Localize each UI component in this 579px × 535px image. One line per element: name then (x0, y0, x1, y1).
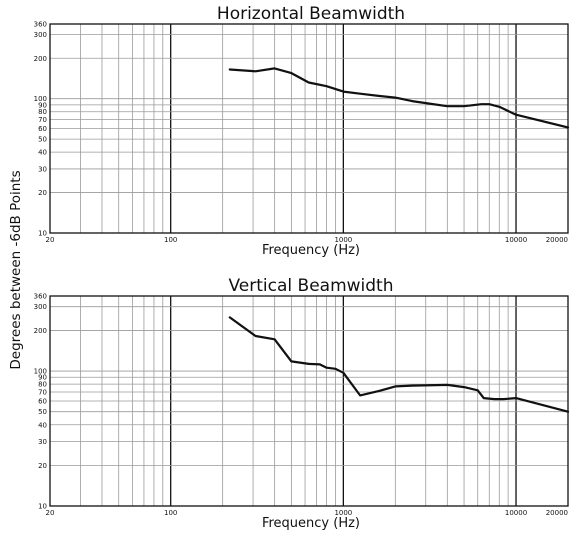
y-tick-label: 30 (38, 438, 47, 446)
x-tick-label: 10000 (505, 236, 527, 244)
grid (50, 296, 568, 506)
x-tick-label: 1000 (334, 236, 352, 244)
y-tick-label: 300 (34, 303, 47, 311)
y-tick-label: 360 (34, 21, 47, 29)
y-axis-label: Degrees between -6dB Points (8, 170, 24, 369)
x-tick-label: 20 (46, 509, 55, 517)
grid (50, 24, 568, 233)
chart-title: Vertical Beamwidth (229, 276, 394, 296)
y-tick-label: 50 (38, 408, 47, 416)
x-tick-label: 10000 (505, 509, 527, 517)
x-tick-label: 20000 (546, 509, 568, 517)
y-tick-label: 40 (38, 149, 47, 157)
y-tick-label: 100 (34, 95, 47, 103)
y-tick-label: 30 (38, 165, 47, 173)
x-tick-label: 20 (46, 236, 55, 244)
series-line (228, 316, 570, 413)
y-tick-label: 20 (38, 189, 47, 197)
x-tick-label: 20000 (546, 236, 568, 244)
y-tick-label: 100 (34, 368, 47, 376)
y-tick-label: 70 (38, 116, 47, 124)
y-tick-label: 40 (38, 421, 47, 429)
plot-frame (49, 295, 569, 507)
y-tick-label: 90 (38, 101, 47, 109)
y-tick-label: 20 (38, 462, 47, 470)
y-tick-label: 60 (38, 125, 47, 133)
x-axis-label: Frequency (Hz) (262, 516, 360, 531)
y-tick-label: 200 (34, 55, 47, 63)
y-tick-label: 10 (38, 230, 47, 238)
y-tick-label: 360 (34, 293, 47, 301)
y-tick-label: 80 (38, 381, 47, 389)
x-tick-label: 100 (164, 236, 177, 244)
y-tick-label: 50 (38, 136, 47, 144)
chart-title: Horizontal Beamwidth (217, 4, 405, 24)
y-tick-label: 80 (38, 108, 47, 116)
x-tick-label: 100 (164, 509, 177, 517)
series-line (228, 67, 570, 129)
y-tick-label: 70 (38, 388, 47, 396)
y-tick-label: 60 (38, 398, 47, 406)
y-tick-label: 10 (38, 503, 47, 511)
x-tick-label: 1000 (334, 509, 352, 517)
y-tick-label: 300 (34, 31, 47, 39)
y-tick-label: 90 (38, 374, 47, 382)
x-axis-label: Frequency (Hz) (262, 243, 360, 258)
y-tick-label: 200 (34, 327, 47, 335)
